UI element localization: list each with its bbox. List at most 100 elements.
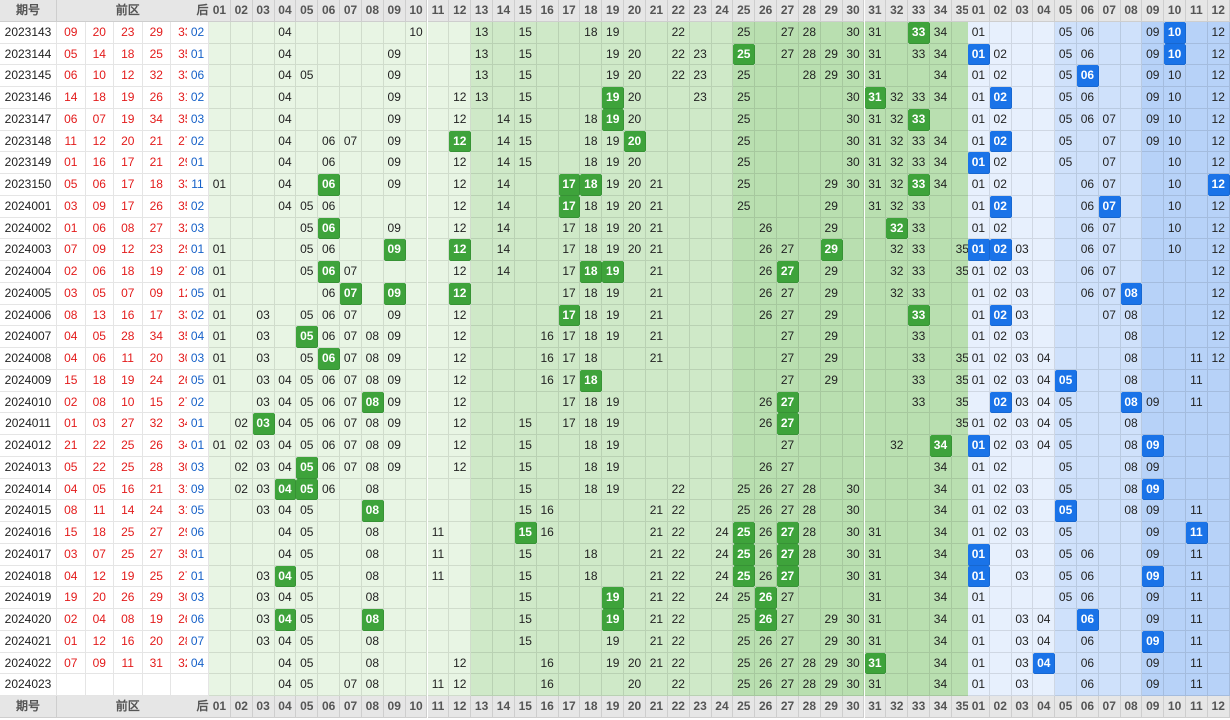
back-trend-cell: 04 bbox=[1033, 609, 1056, 631]
back-trend-cell: 09 bbox=[1142, 652, 1165, 675]
front-draw-number bbox=[85, 674, 114, 696]
front-trend-cell bbox=[209, 522, 231, 544]
front-trend-cell: 31 bbox=[864, 195, 887, 218]
front-trend-cell: 08 bbox=[361, 543, 384, 566]
front-trend-cell bbox=[558, 652, 581, 675]
back-trend-cell bbox=[1120, 65, 1143, 87]
front-trend-cell: 30 bbox=[842, 565, 865, 588]
back-trend-cell: 03 bbox=[1011, 565, 1034, 588]
front-trend-cell bbox=[667, 304, 690, 327]
back-trend-cell bbox=[1011, 174, 1034, 196]
front-trend-cell: 16 bbox=[536, 652, 559, 675]
front-trend-cell bbox=[711, 130, 734, 153]
back-hit-marker: 12 bbox=[1207, 174, 1230, 196]
front-trend-cell bbox=[711, 239, 734, 261]
front-hit-marker: 12 bbox=[449, 282, 472, 305]
back-trend-cell bbox=[1098, 630, 1121, 653]
front-hit-marker: 05 bbox=[296, 478, 319, 501]
front-trend-cell: 25 bbox=[733, 500, 756, 522]
front-trend-cell: 19 bbox=[602, 65, 625, 87]
front-trend-cell: 30 bbox=[842, 522, 865, 544]
front-trend-cell bbox=[252, 674, 275, 696]
front-trend-cell bbox=[558, 587, 581, 609]
back-trend-cell: 11 bbox=[1186, 565, 1208, 588]
header-front-number: 06 bbox=[318, 0, 341, 22]
front-trend-cell: 20 bbox=[624, 65, 646, 87]
front-trend-cell bbox=[886, 674, 909, 696]
back-trend-cell: 07 bbox=[1098, 261, 1121, 283]
front-trend-cell: 27 bbox=[777, 43, 799, 66]
front-draw-number: 12 bbox=[114, 65, 143, 87]
front-draw-number: 06 bbox=[85, 261, 114, 283]
front-trend-cell: 04 bbox=[274, 456, 297, 479]
front-trend-cell bbox=[449, 21, 472, 44]
front-trend-cell: 20 bbox=[624, 43, 646, 66]
back-trend-cell bbox=[1055, 261, 1077, 283]
front-trend-cell: 29 bbox=[820, 674, 843, 696]
front-draw-number: 19 bbox=[57, 587, 86, 609]
back-trend-cell bbox=[1164, 565, 1186, 588]
back-trend-cell bbox=[1098, 391, 1121, 414]
back-trend-cell bbox=[1033, 21, 1056, 44]
back-trend-cell: 11 bbox=[1186, 587, 1208, 609]
front-trend-cell bbox=[427, 87, 450, 109]
back-trend-cell bbox=[1055, 674, 1077, 696]
back-trend-cell bbox=[1207, 478, 1230, 501]
back-trend-cell: 06 bbox=[1077, 217, 1099, 240]
header-front-number: 34 bbox=[930, 696, 952, 718]
front-trend-cell bbox=[580, 522, 603, 544]
front-trend-cell bbox=[689, 609, 712, 631]
front-trend-cell: 34 bbox=[930, 21, 952, 44]
header-front-number: 22 bbox=[667, 696, 690, 718]
front-trend-cell bbox=[427, 391, 450, 414]
front-trend-cell bbox=[471, 261, 494, 283]
front-trend-cell: 34 bbox=[930, 674, 952, 696]
front-trend-cell bbox=[514, 195, 537, 218]
front-trend-cell bbox=[646, 43, 668, 66]
front-trend-cell bbox=[405, 239, 428, 261]
header-back-number: 06 bbox=[1077, 696, 1099, 718]
back-trend-cell bbox=[1033, 239, 1056, 261]
back-hit-marker: 01 bbox=[968, 43, 990, 66]
front-draw-number: 04 bbox=[85, 609, 114, 631]
front-trend-cell: 08 bbox=[361, 565, 384, 588]
front-trend-cell bbox=[602, 674, 625, 696]
front-trend-cell: 21 bbox=[646, 195, 668, 218]
front-trend-cell bbox=[296, 174, 319, 196]
front-trend-cell: 07 bbox=[340, 391, 362, 414]
back-trend-cell bbox=[1186, 413, 1208, 435]
front-trend-cell bbox=[471, 152, 494, 174]
front-draw-number: 21 bbox=[142, 130, 171, 153]
back-trend-cell bbox=[989, 630, 1012, 653]
front-trend-cell: 21 bbox=[646, 543, 668, 566]
front-draw-number: 32 bbox=[142, 65, 171, 87]
front-hit-marker: 06 bbox=[318, 174, 341, 196]
front-trend-cell bbox=[842, 326, 865, 348]
front-trend-cell bbox=[471, 565, 494, 588]
front-trend-cell bbox=[405, 500, 428, 522]
front-trend-cell bbox=[820, 500, 843, 522]
header-front-number: 26 bbox=[755, 0, 778, 22]
back-trend-cell bbox=[1033, 87, 1056, 109]
back-trend-cell: 05 bbox=[1055, 108, 1077, 131]
back-draw-number: 02 bbox=[187, 391, 209, 414]
back-trend-cell bbox=[1120, 543, 1143, 566]
front-trend-cell bbox=[252, 152, 275, 174]
front-trend-cell: 23 bbox=[689, 65, 712, 87]
front-trend-cell bbox=[930, 239, 952, 261]
front-trend-cell bbox=[209, 478, 231, 501]
back-trend-cell bbox=[1033, 174, 1056, 196]
front-trend-cell bbox=[471, 369, 494, 392]
front-trend-cell bbox=[536, 630, 559, 653]
front-trend-cell bbox=[209, 674, 231, 696]
back-trend-cell: 06 bbox=[1077, 565, 1099, 588]
back-trend-cell: 05 bbox=[1055, 435, 1077, 457]
front-trend-cell: 02 bbox=[230, 413, 253, 435]
front-trend-cell bbox=[711, 369, 734, 392]
front-trend-cell bbox=[427, 413, 450, 435]
back-trend-cell: 11 bbox=[1186, 543, 1208, 566]
front-trend-cell bbox=[427, 348, 450, 370]
front-draw-number: 23 bbox=[142, 239, 171, 261]
back-trend-cell bbox=[1033, 195, 1056, 218]
front-trend-cell: 18 bbox=[580, 195, 603, 218]
